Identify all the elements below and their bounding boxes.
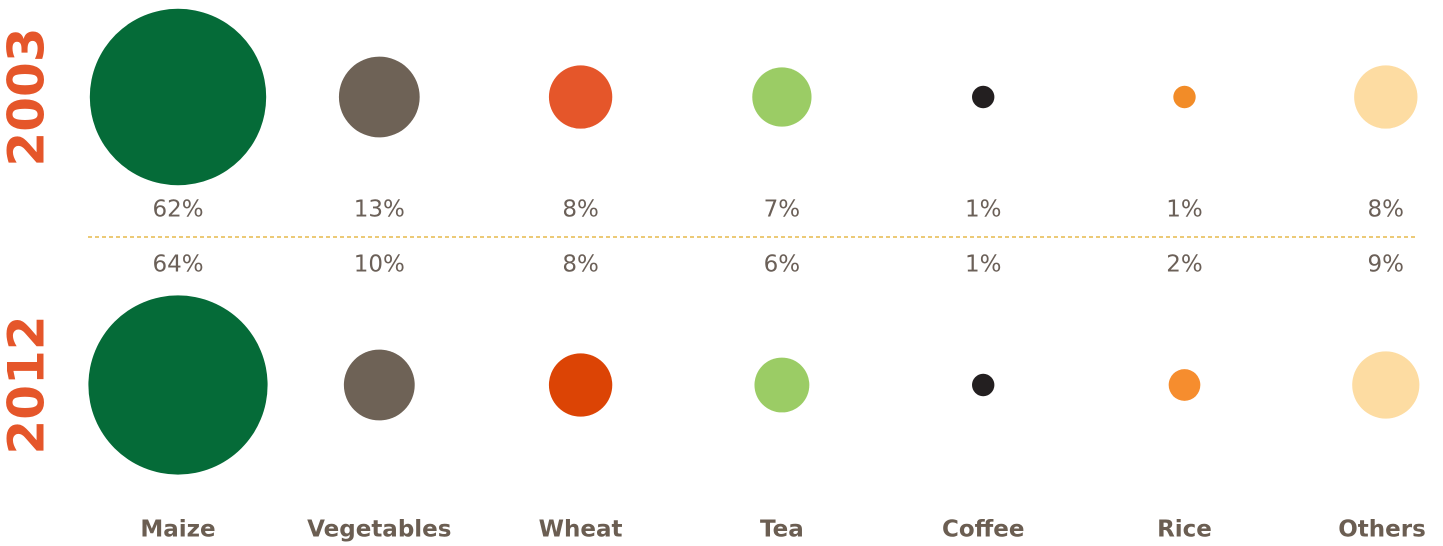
category-label: Vegetables	[307, 517, 451, 543]
bubble	[88, 295, 268, 475]
category-label: Others	[1338, 517, 1426, 543]
year-label: 2003	[0, 27, 56, 166]
value-label: 6%	[764, 252, 801, 278]
bubble	[1352, 351, 1420, 419]
value-label: 10%	[354, 252, 405, 278]
value-label: 8%	[1368, 197, 1405, 223]
bubble	[752, 67, 812, 127]
value-label: 1%	[965, 197, 1002, 223]
value-label: 8%	[562, 252, 599, 278]
bubble	[1168, 369, 1201, 401]
bubble	[343, 349, 415, 421]
value-label: 8%	[562, 197, 599, 223]
category-label: Coffee	[942, 517, 1025, 543]
year-label: 2012	[0, 315, 56, 454]
value-label: 64%	[152, 252, 203, 278]
bubble	[754, 357, 810, 413]
category-label: Wheat	[539, 517, 623, 543]
bubble	[548, 65, 613, 129]
value-label: 13%	[354, 197, 405, 223]
bubble	[972, 85, 995, 109]
value-label: 9%	[1368, 252, 1405, 278]
bubble	[1354, 65, 1418, 129]
bubble	[972, 373, 995, 397]
value-label: 62%	[152, 197, 203, 223]
bubble	[548, 353, 613, 417]
value-label: 2%	[1166, 252, 1203, 278]
category-label: Tea	[760, 517, 804, 543]
category-label: Maize	[140, 517, 215, 543]
value-label: 1%	[1166, 197, 1203, 223]
bubble	[89, 8, 267, 186]
category-label: Rice	[1157, 517, 1212, 543]
bubble	[1173, 85, 1196, 109]
bubble	[338, 56, 420, 138]
value-label: 1%	[965, 252, 1002, 278]
value-label: 7%	[764, 197, 801, 223]
